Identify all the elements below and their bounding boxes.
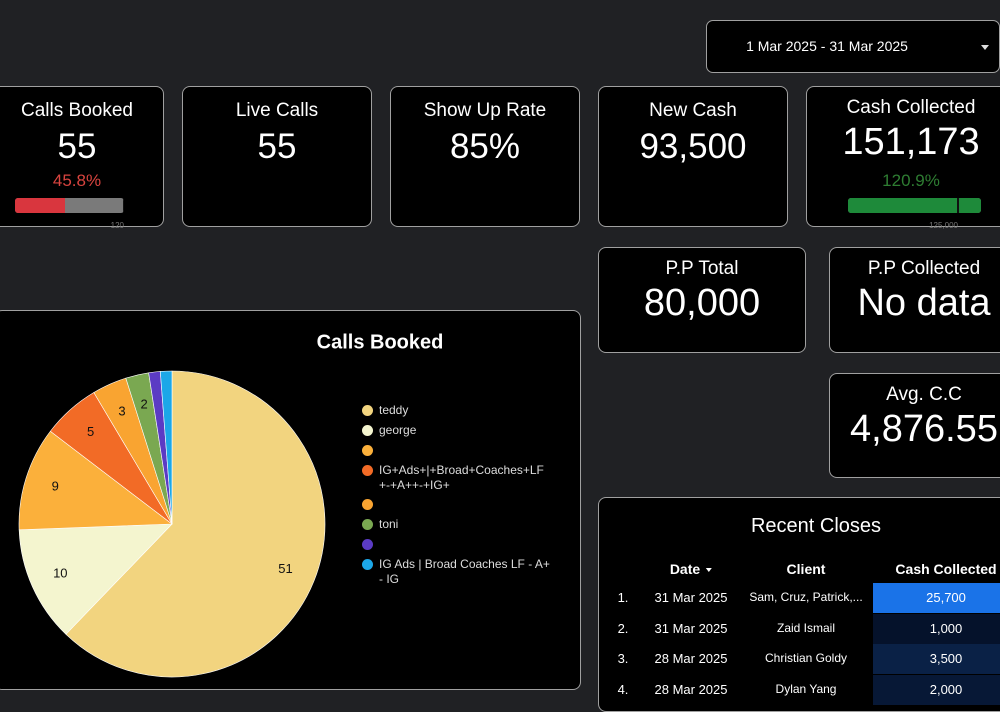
legend-label: george [379,423,417,437]
table-cell: 28 Mar 2025 [654,682,728,697]
scorecard-value: 4,876.55 [850,408,998,450]
scorecard: New Cash 93,500 [598,86,788,227]
legend-item [360,443,550,459]
slice-label: 3 [118,404,125,419]
pie-slice [159,370,173,525]
scorecard: Show Up Rate 85% [390,86,580,227]
legend-swatch [362,445,373,456]
slice-label: 2 [140,396,147,411]
scorecard-title: Show Up Rate [423,100,547,121]
scorecard-value: 93,500 [639,127,747,166]
progress-label: 45.8% [52,171,102,190]
cash-cell-bg [873,583,1000,613]
cash-cell-bg [873,614,1000,644]
legend-swatch [362,559,373,570]
scorecard: Cash Collected 151,173 120.9% 125,000 [806,86,1000,230]
scorecard-title: P.P Total [665,258,739,279]
pie-slice [18,523,173,635]
legend-label: IG Ads | Broad Coaches LF - A+ - IG [379,557,550,586]
scorecard: Avg. C.C 4,876.55 [829,373,1000,478]
scorecard-value: 80,000 [643,282,761,324]
legend-item: IG Ads | Broad Coaches LF - A+ - IG [360,557,550,587]
progress-track [15,198,124,213]
column-header: Cash Collected [895,561,997,577]
scorecard: P.P Total 80,000 [598,247,806,353]
scorecard-value: No data [857,282,991,324]
legend-item [360,537,550,553]
table-cell: 2. [617,621,629,636]
legend-swatch [362,465,373,476]
slice-label: 9 [52,479,59,494]
table-cell: 3. [617,651,629,666]
chart-title: Calls Booked [317,331,444,353]
scorecard-value: 55 [57,127,97,166]
slice-label: 10 [53,566,67,581]
scorecard-title: P.P Collected [867,258,981,279]
slice-label: 51 [278,561,292,576]
table-cell: 3,500 [929,651,963,666]
table-cell: Dylan Yang [775,682,837,696]
legend-swatch [362,405,373,416]
scorecard: Live Calls 55 [182,86,372,227]
legend-swatch [362,539,373,550]
scorecard-title: New Cash [649,100,737,121]
table-cell: 28 Mar 2025 [654,651,728,666]
table-cell: 25,700 [926,590,966,605]
legend-label: IG+Ads+|+Broad+Coaches+LF+-+A++-+IG+ [379,463,544,492]
legend-item: toni [360,517,550,533]
target-label: 120 [110,221,124,230]
table-title: Recent Closes [750,515,882,537]
scorecard-title: Avg. C.C [886,384,962,405]
progress-bar [15,198,65,213]
scorecard-title: Cash Collected [846,97,976,118]
legend-item: george [360,423,550,439]
table-cell: Sam, Cruz, Patrick,... [749,590,863,604]
scorecard-title: Calls Booked [21,100,133,121]
legend-item [360,497,550,513]
scorecard-value: 85% [449,127,521,166]
scorecard: Calls Booked 55 45.8% 120 [0,86,164,230]
target-marker [957,198,959,213]
scorecard-title: Live Calls [235,100,319,121]
table-cell: 2,000 [929,682,963,697]
date-range[interactable]: 1 Mar 2025 - 31 Mar 2025 [746,38,908,54]
scorecard-value: 55 [257,127,297,166]
legend-item: IG+Ads+|+Broad+Coaches+LF+-+A++-+IG+ [360,463,550,493]
progress-label: 120.9% [882,171,940,190]
slice-label: 5 [87,424,94,439]
table-cell: 31 Mar 2025 [654,590,728,605]
table-panel: Recent Closes Date Client Cash Collected 1.… [598,497,1000,712]
cash-cell-bg [873,644,1000,674]
table-cell: Christian Goldy [764,651,848,665]
legend-label: toni [379,517,399,531]
table-cell: 31 Mar 2025 [654,621,728,636]
table-cell: Zaid Ismail [776,621,836,635]
legend-label: teddy [379,403,409,417]
pie-slice [18,430,173,531]
pie-slice [65,370,326,678]
column-header[interactable]: Date [669,561,713,577]
legend-item: teddy [360,403,550,419]
pie-chart: Calls Booked 51 10 9 5 3 2 [18,331,444,678]
legend: teddy george IG+Ads+|+Broad+Coaches+LF+-+A… [360,403,550,591]
scorecard-value: 151,173 [842,121,980,163]
header-label[interactable]: Date [669,561,701,577]
target-marker [123,198,124,213]
legend-swatch [362,425,373,436]
dropdown-arrow[interactable] [981,45,989,50]
scorecard: P.P Collected No data [829,247,1000,353]
table-cell: 1. [617,590,629,605]
target-label: 125,000 [929,221,958,230]
legend-swatch [362,499,373,510]
pie-panel: Calls Booked 51 10 9 5 3 2 teddy george IG+Ads+… [0,310,581,690]
table-cell: 4. [617,682,629,697]
legend-swatch [362,519,373,530]
date-range-picker[interactable]: 1 Mar 2025 - 31 Mar 2025 [706,20,1000,73]
progress-track [848,198,981,213]
sort-icon[interactable] [706,568,713,573]
table-cell: 1,000 [929,621,963,636]
progress-bar [848,198,981,213]
column-header: Client [786,561,826,577]
